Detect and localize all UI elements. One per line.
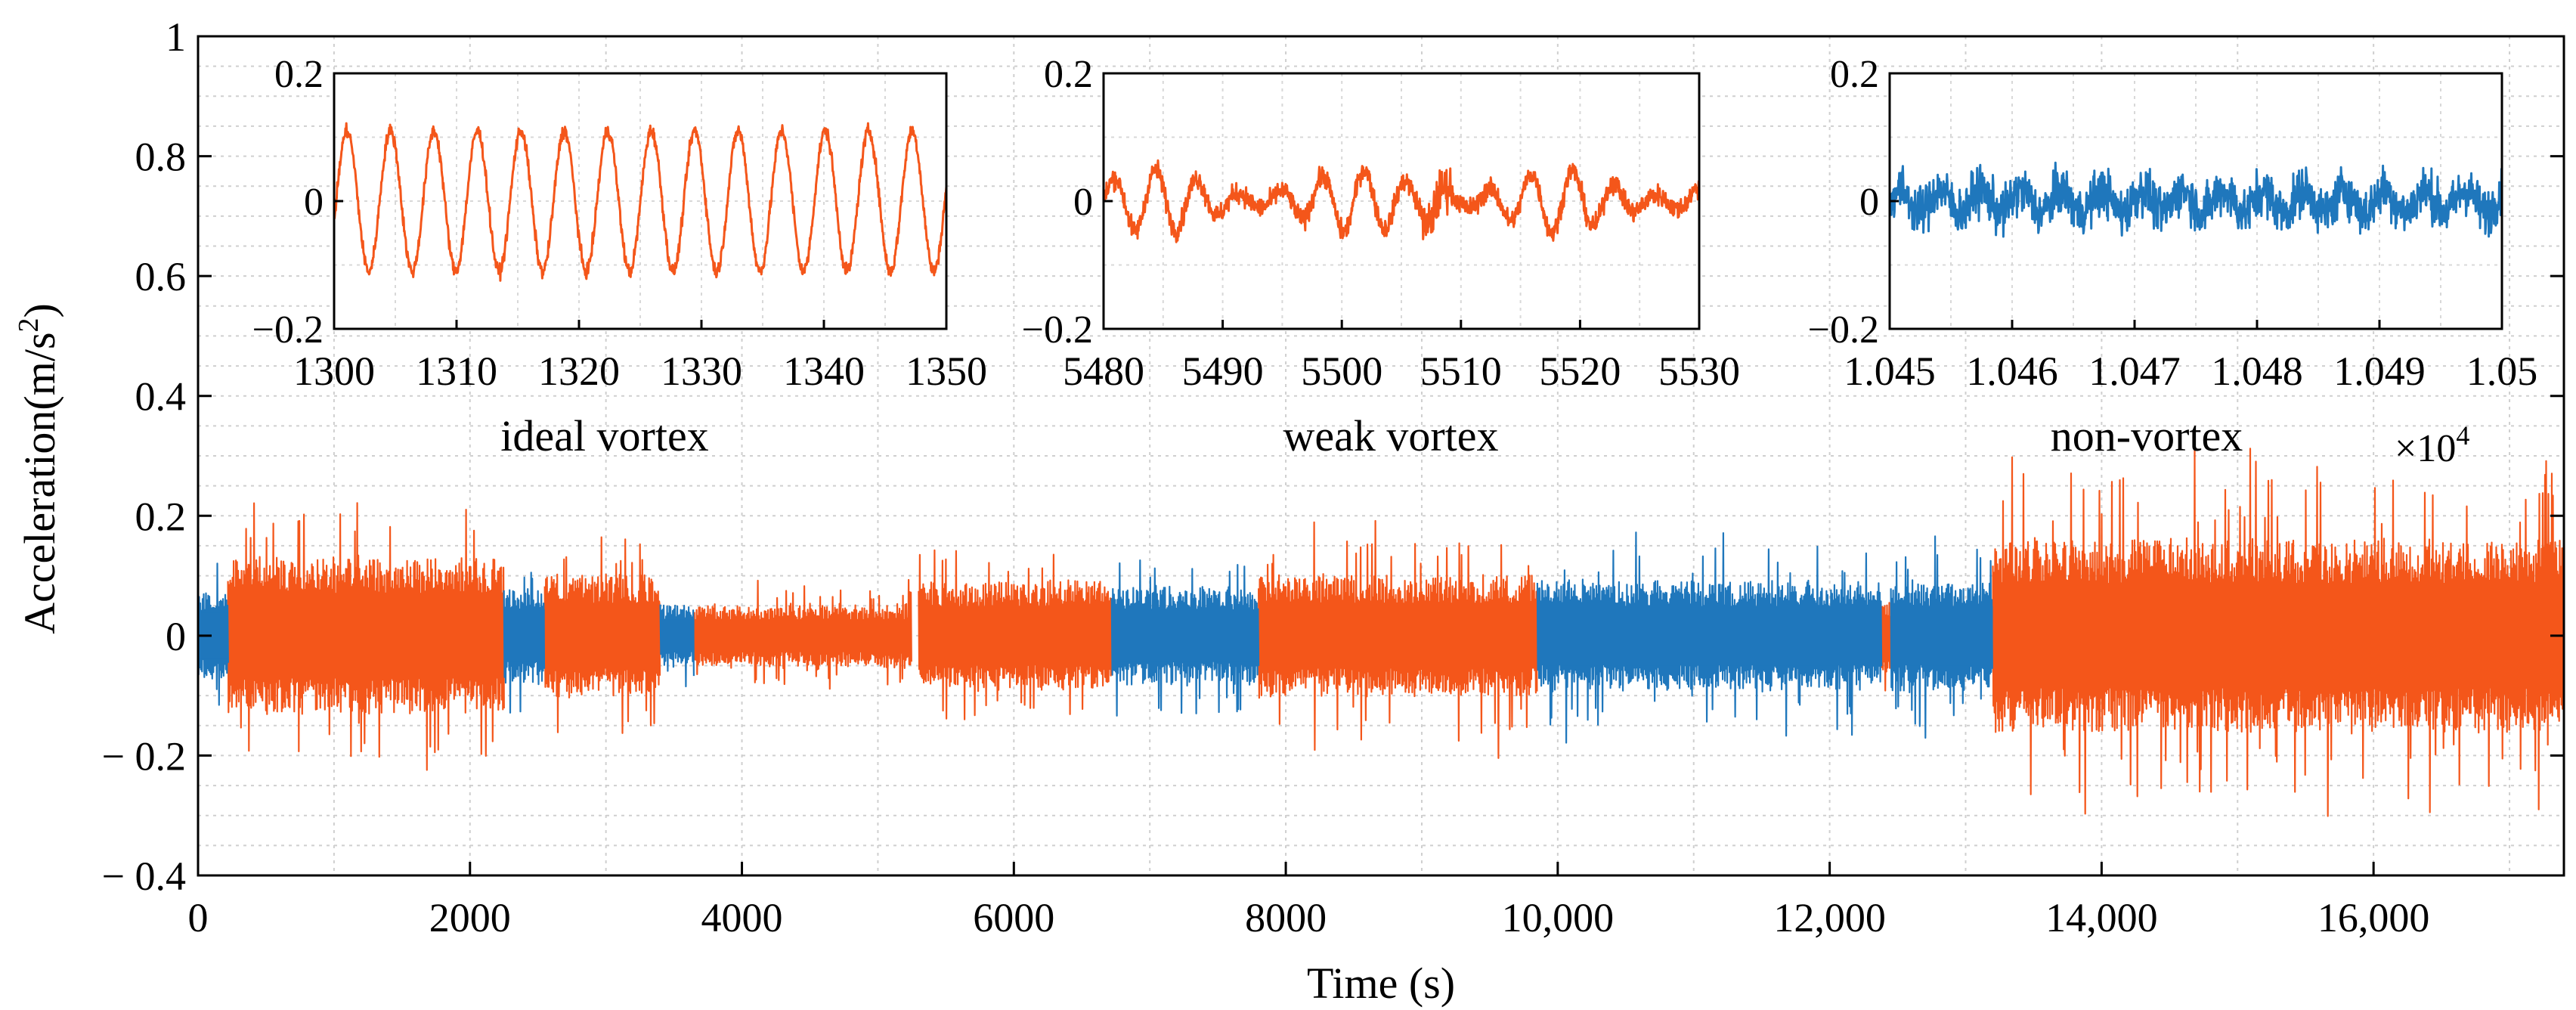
- inset-x-tick-label: 5520: [1539, 349, 1621, 394]
- inset-x-tick-label: 1330: [661, 349, 742, 394]
- y-tick-label: 0.8: [135, 135, 187, 180]
- inset-x-tick-label: 1.048: [2211, 349, 2303, 394]
- y-axis-label: Acceleration(m/s2): [13, 303, 64, 634]
- inset-signal-trace: [1888, 161, 2503, 238]
- vortex-segment-core: [1992, 583, 2564, 689]
- y-tick-label: − 0.2: [102, 733, 186, 779]
- inset-y-tick-label: 0: [1073, 181, 1093, 224]
- x-tick-label: 4000: [701, 895, 783, 940]
- y-tick-label: 0.2: [135, 494, 187, 539]
- inset-x-tick-label: 5500: [1301, 349, 1382, 394]
- inset-label-weak-vortex: weak vortex: [1283, 411, 1498, 460]
- y-tick-label: 0.6: [135, 254, 187, 299]
- main-x-ticks: 0 2000 4000 6000 8000 10,000 12,000 14,000 16,00…: [188, 862, 2430, 940]
- inset-x-tick-label: 5510: [1420, 349, 1502, 394]
- inset-y-tick-label: −0.2: [252, 308, 324, 352]
- x-tick-label: 12,000: [1773, 895, 1886, 940]
- inset-x-tick-label: 1350: [906, 349, 987, 394]
- inset-x-tick-label: 5530: [1658, 349, 1740, 394]
- inset-x-tick-label: 1320: [538, 349, 620, 394]
- vortex-segment-core: [544, 603, 661, 669]
- x-tick-label: 0: [188, 895, 209, 940]
- y-tick-label: 0: [166, 614, 186, 659]
- inset-y-tick-label: −0.2: [1022, 308, 1093, 352]
- inset-x-tick-label: 1.047: [2088, 349, 2181, 394]
- non-vortex-segment-core: [1890, 606, 1993, 666]
- inset-y-tick-label: −0.2: [1808, 308, 1879, 352]
- inset-y-tick-label: 0.2: [1044, 53, 1093, 96]
- inset-ideal-vortex: 1300 1310 1320 1330 1340 1350 −0.2 0 0.2: [252, 53, 987, 394]
- non-vortex-segment-core: [660, 619, 695, 652]
- inset-x-tick-label: 1310: [416, 349, 497, 394]
- y-axis-label-exponent: 2: [13, 318, 45, 332]
- main-plot-frame: [197, 35, 2565, 877]
- x-tick-label: 2000: [429, 895, 511, 940]
- vortex-segment-core: [228, 593, 504, 679]
- non-vortex-segment-core: [1537, 606, 1881, 666]
- main-y-ticks: − 0.4 − 0.2 0 0.2 0.4 0.6 0.8 1: [102, 14, 2564, 899]
- inset-label-non-vortex: non-vortex: [2051, 411, 2243, 460]
- non-vortex-segment-core: [1111, 609, 1259, 662]
- vortex-segment-core: [1259, 603, 1537, 669]
- x-multiplier-exponent: 4: [2456, 420, 2469, 451]
- y-tick-label: − 0.4: [102, 854, 186, 899]
- x-tick-label: 6000: [973, 895, 1054, 940]
- y-axis-label-close: ): [15, 303, 64, 318]
- x-multiplier-base: ×10: [2395, 427, 2456, 470]
- inset-y-tick-label: 0: [304, 181, 324, 224]
- inset-x-tick-label: 1340: [783, 349, 865, 394]
- inset-x-tick-label: 1.045: [1844, 349, 1936, 394]
- inset-y-tick-label: 0: [1859, 181, 1879, 224]
- inset-non-vortex: 1.045 1.046 1.047 1.048 1.049 1.05 −0.2 0 0.2: [1808, 53, 2538, 394]
- inset-weak-vortex: 5480 5490 5500 5510 5520 5530 −0.2 0 0.2: [1022, 53, 1740, 394]
- inset-x-tick-label: 1300: [293, 349, 375, 394]
- inset-x-tick-label: 1.05: [2466, 349, 2538, 394]
- x-tick-label: 16,000: [2317, 895, 2430, 940]
- y-axis-label-base: Acceleration(m/s: [15, 332, 64, 634]
- x-tick-label: 10,000: [1502, 895, 1615, 940]
- y-tick-label: 0.4: [135, 374, 187, 420]
- non-vortex-segment-core: [503, 609, 545, 662]
- inset-x-tick-label: 5480: [1063, 349, 1144, 394]
- x-tick-label: 8000: [1245, 895, 1327, 940]
- inset-y-tick-label: 0.2: [274, 53, 324, 96]
- vortex-segment-core: [1881, 615, 1891, 656]
- inset-x-tick-label: 1.049: [2333, 349, 2426, 394]
- inset-signal-trace: [1102, 159, 1701, 243]
- inset-x-tick-label: 5490: [1182, 349, 1264, 394]
- inset-signal-trace: [333, 122, 948, 282]
- x-axis-label: Time (s): [1307, 959, 1455, 1008]
- inset-y-tick-label: 0.2: [1830, 53, 1879, 96]
- vortex-segment-core: [694, 619, 912, 652]
- x-multiplier-label: ×104: [2395, 420, 2469, 470]
- main-traces: [197, 448, 2565, 817]
- y-tick-label: 1: [166, 14, 186, 60]
- vortex-segment-core: [918, 606, 1112, 666]
- inset-x-tick-label: 1.046: [1966, 349, 2058, 394]
- x-tick-label: 14,000: [2045, 895, 2158, 940]
- inset-label-ideal-vortex: ideal vortex: [500, 411, 708, 460]
